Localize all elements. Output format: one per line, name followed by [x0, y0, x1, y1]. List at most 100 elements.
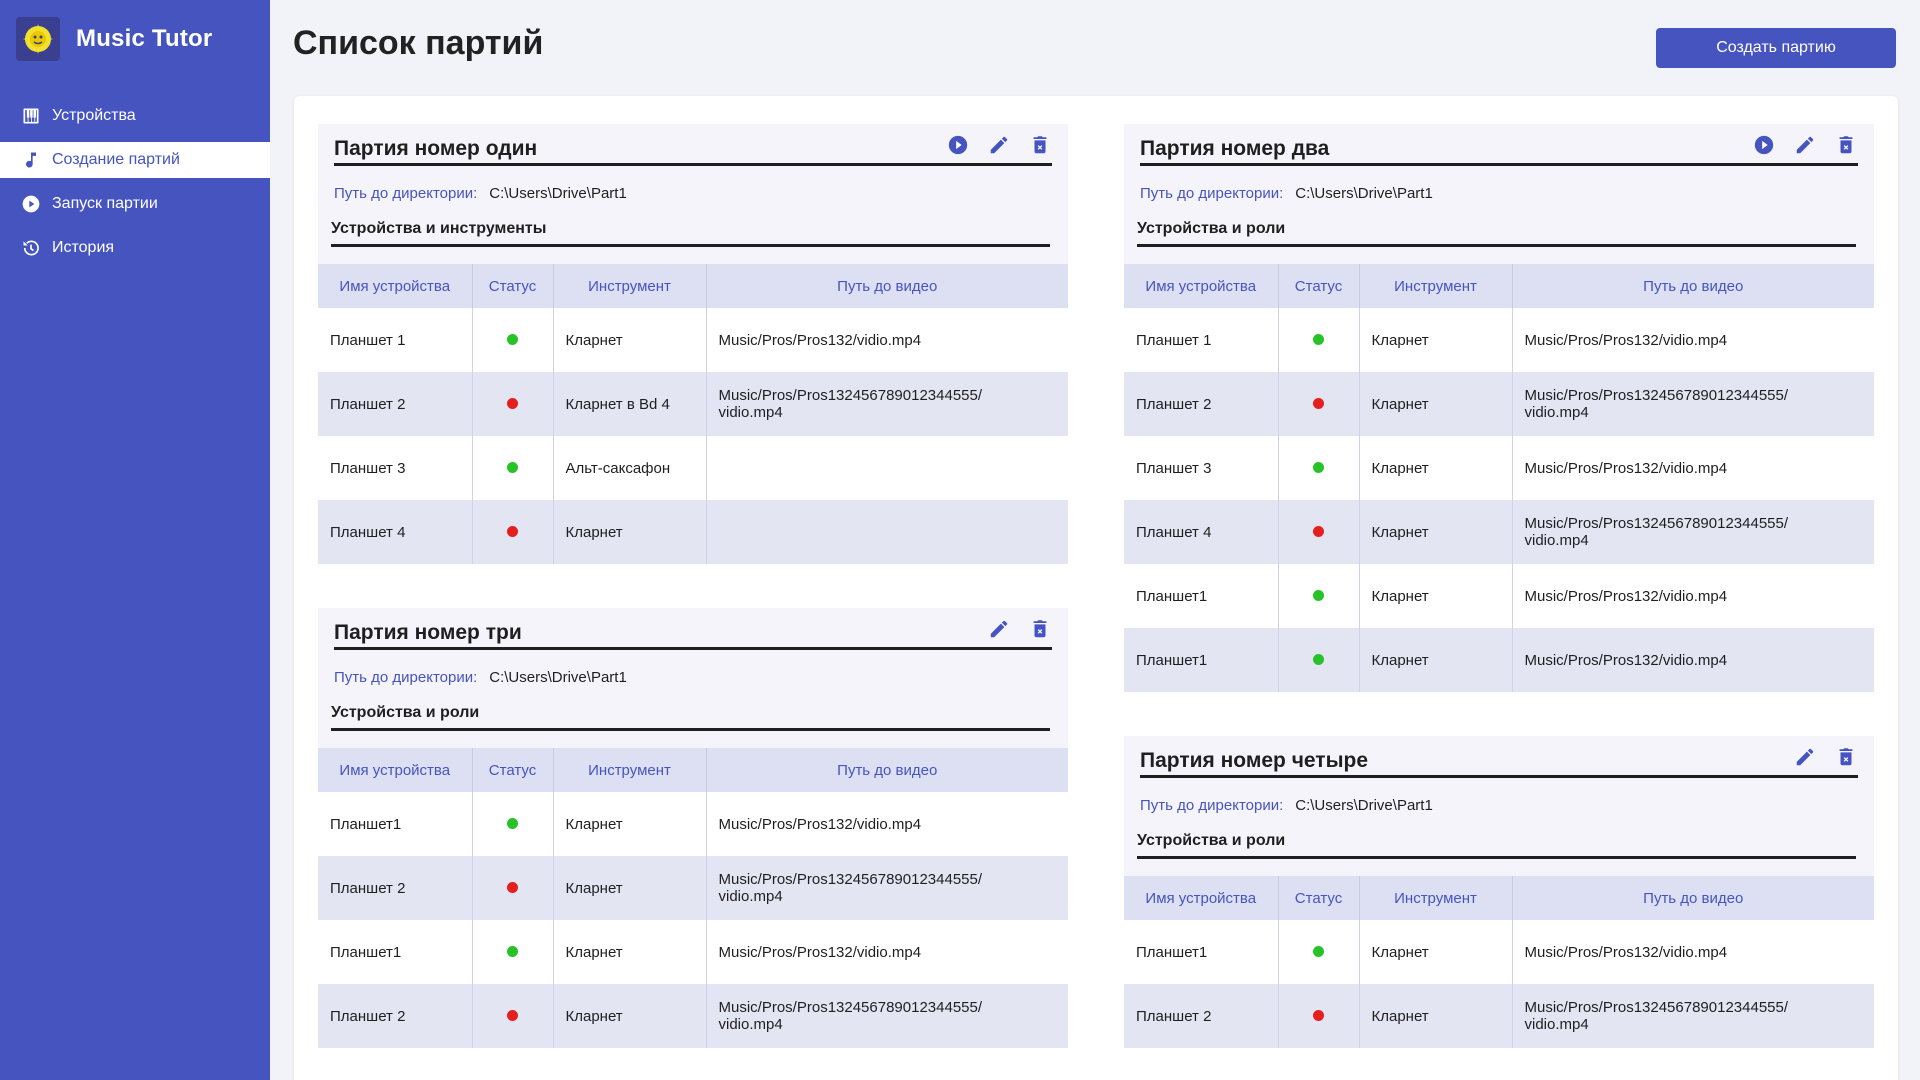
- delete-icon[interactable]: [1834, 745, 1858, 769]
- status-cell: [472, 920, 554, 984]
- section-title: Устройства и роли: [1137, 220, 1856, 247]
- create-party-button[interactable]: Создать партию: [1656, 28, 1896, 68]
- page-title: Список партий: [293, 24, 544, 62]
- column-header[interactable]: Имя устройства: [318, 264, 473, 308]
- column-header[interactable]: Имя устройства: [318, 748, 473, 792]
- directory-path-value: C:\Users\Drive\Part1: [489, 668, 627, 686]
- column-header[interactable]: Имя устройства: [1124, 876, 1279, 920]
- app-logo-icon: [16, 17, 60, 61]
- sidebar-item-3[interactable]: История: [0, 230, 270, 266]
- directory-path-label: Путь до директории:: [334, 668, 478, 686]
- column-header[interactable]: Инструмент: [1359, 264, 1513, 308]
- devices-table: Имя устройства Статус Инструмент Путь до ви…: [1124, 876, 1874, 1048]
- party-name: Партия номер три: [334, 621, 522, 644]
- table-row[interactable]: Планшет 2 Кларнет в Bd 4 Music/Pros/Pros13…: [318, 372, 1068, 436]
- column-header[interactable]: Статус: [1278, 876, 1360, 920]
- status-online-dot: [1313, 945, 1324, 957]
- status-cell: [1278, 436, 1360, 500]
- devices-table: Имя устройства Статус Инструмент Путь до ви…: [1124, 264, 1874, 692]
- column-header[interactable]: Инструмент: [1359, 876, 1513, 920]
- party-card: Партия номер четыре Путь до директории: C:…: [1124, 736, 1874, 1048]
- table-row[interactable]: Планшет 2 Кларнет Music/Pros/Pros132456789…: [1124, 984, 1874, 1048]
- video-path-cell: Music/Pros/Pros132456789012344555/ vidio…: [1512, 984, 1874, 1048]
- table-row[interactable]: Планшет 1 Кларнет Music/Pros/Pros132/vidio…: [1124, 308, 1874, 372]
- table-row[interactable]: Планшет 2 Кларнет Music/Pros/Pros132456789…: [318, 856, 1068, 920]
- video-path-cell: Music/Pros/Pros132/vidio.mp4: [706, 792, 1068, 856]
- video-path-cell: Music/Pros/Pros132/vidio.mp4: [1512, 436, 1874, 500]
- device-name-cell: Планшет 1: [318, 308, 473, 372]
- sidebar: Music Tutor Устройства Создание партий Зап…: [0, 0, 270, 1080]
- play-circle-icon: [20, 193, 42, 215]
- column-header[interactable]: Статус: [472, 264, 554, 308]
- status-offline-dot: [1313, 1009, 1324, 1021]
- app-title: Music Tutor: [76, 25, 213, 52]
- column-header[interactable]: Имя устройства: [1124, 264, 1279, 308]
- history-icon: [20, 237, 42, 259]
- device-name-cell: Планшет1: [1124, 628, 1279, 692]
- table-header-row: Имя устройства Статус Инструмент Путь до ви…: [318, 264, 1068, 308]
- main-area: Список партий Создать партию Партия номе…: [270, 0, 1920, 1080]
- table-row[interactable]: Планшет 3 Кларнет Music/Pros/Pros132/vidio…: [1124, 436, 1874, 500]
- instrument-cell: Кларнет: [1359, 372, 1513, 436]
- edit-icon[interactable]: [987, 133, 1011, 157]
- directory-path-row: Путь до директории: C:\Users\Drive\Part1: [318, 166, 1068, 220]
- device-name-cell: Планшет 2: [318, 984, 473, 1048]
- device-name-cell: Планшет 4: [1124, 500, 1279, 564]
- instrument-cell: Кларнет: [553, 792, 707, 856]
- table-row[interactable]: Планшет1 Кларнет Music/Pros/Pros132/vidio.…: [1124, 628, 1874, 692]
- party-header: Партия номер один: [334, 124, 1052, 166]
- delete-icon[interactable]: [1028, 133, 1052, 157]
- column-header[interactable]: Статус: [1278, 264, 1360, 308]
- device-name-cell: Планшет 2: [318, 856, 473, 920]
- status-offline-dot: [507, 881, 518, 893]
- directory-path-row: Путь до директории: C:\Users\Drive\Part1: [1124, 778, 1874, 832]
- play-icon[interactable]: [946, 133, 970, 157]
- edit-icon[interactable]: [1793, 745, 1817, 769]
- sidebar-nav: Устройства Создание партий Запуск партии Ис…: [0, 98, 270, 266]
- delete-icon[interactable]: [1028, 617, 1052, 641]
- column-header[interactable]: Статус: [472, 748, 554, 792]
- party-name: Партия номер четыре: [1140, 749, 1369, 772]
- table-row[interactable]: Планшет1 Кларнет Music/Pros/Pros132/vidio.…: [318, 920, 1068, 984]
- directory-path-row: Путь до директории: C:\Users\Drive\Part1: [318, 650, 1068, 704]
- party-card: Партия номер один Путь до директории: C:\U…: [318, 124, 1068, 564]
- column-header[interactable]: Путь до видео: [1512, 876, 1874, 920]
- video-path-cell: [706, 436, 1068, 500]
- table-row[interactable]: Планшет 4 Кларнет Music/Pros/Pros132456789…: [1124, 500, 1874, 564]
- status-cell: [472, 372, 554, 436]
- table-row[interactable]: Планшет 3 Альт-саксафон: [318, 436, 1068, 500]
- instrument-cell: Кларнет: [1359, 308, 1513, 372]
- party-card: Партия номер два Путь до директории: C:\Us…: [1124, 124, 1874, 692]
- device-name-cell: Планшет1: [1124, 920, 1279, 984]
- table-row[interactable]: Планшет1 Кларнет Music/Pros/Pros132/vidio.…: [1124, 564, 1874, 628]
- status-online-dot: [1313, 333, 1324, 345]
- video-path-cell: Music/Pros/Pros132/vidio.mp4: [1512, 564, 1874, 628]
- table-row[interactable]: Планшет 4 Кларнет: [318, 500, 1068, 564]
- column-header[interactable]: Инструмент: [553, 264, 707, 308]
- instrument-cell: Кларнет: [1359, 984, 1513, 1048]
- edit-icon[interactable]: [987, 617, 1011, 641]
- sidebar-item-2[interactable]: Запуск партии: [0, 186, 270, 222]
- sidebar-item-1[interactable]: Создание партий: [0, 142, 270, 178]
- column-header[interactable]: Путь до видео: [706, 264, 1068, 308]
- table-row[interactable]: Планшет1 Кларнет Music/Pros/Pros132/vidio.…: [318, 792, 1068, 856]
- sidebar-item-0[interactable]: Устройства: [0, 98, 270, 134]
- play-icon[interactable]: [1752, 133, 1776, 157]
- column-header[interactable]: Путь до видео: [1512, 264, 1874, 308]
- table-row[interactable]: Планшет 1 Кларнет Music/Pros/Pros132/vidio…: [318, 308, 1068, 372]
- party-actions: [970, 617, 1052, 641]
- table-row[interactable]: Планшет 2 Кларнет Music/Pros/Pros132456789…: [1124, 372, 1874, 436]
- column-header[interactable]: Путь до видео: [706, 748, 1068, 792]
- column-header[interactable]: Инструмент: [553, 748, 707, 792]
- directory-path-label: Путь до директории:: [334, 184, 478, 202]
- sidebar-item-label: История: [52, 239, 115, 256]
- table-row[interactable]: Планшет 2 Кларнет Music/Pros/Pros132456789…: [318, 984, 1068, 1048]
- table-row[interactable]: Планшет1 Кларнет Music/Pros/Pros132/vidio.…: [1124, 920, 1874, 984]
- edit-icon[interactable]: [1793, 133, 1817, 157]
- sidebar-item-label: Запуск партии: [52, 195, 158, 212]
- delete-icon[interactable]: [1834, 133, 1858, 157]
- instrument-cell: Кларнет: [553, 856, 707, 920]
- status-cell: [472, 436, 554, 500]
- status-offline-dot: [507, 1009, 518, 1021]
- status-online-dot: [1313, 589, 1324, 601]
